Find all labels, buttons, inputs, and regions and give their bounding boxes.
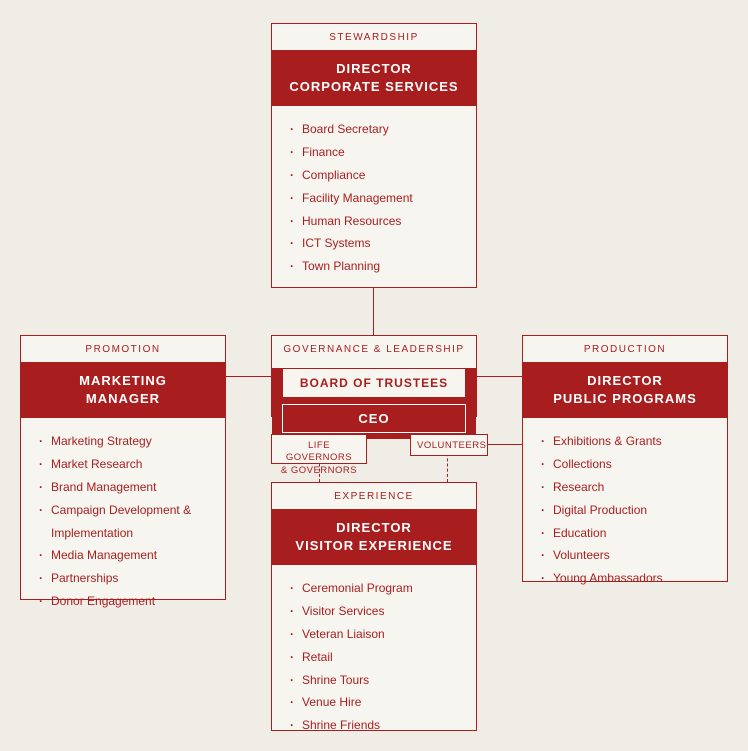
experience-box: EXPERIENCE DIRECTOR VISITOR EXPERIENCE C…	[271, 482, 477, 731]
life-governors-line1: LIFE GOVERNORS	[286, 440, 352, 463]
board-of-trustees: BOARD OF TRUSTEES	[282, 368, 466, 398]
promotion-title-line2: MANAGER	[86, 391, 160, 406]
promotion-box: PROMOTION MARKETING MANAGER Marketing St…	[20, 335, 226, 600]
stewardship-title: DIRECTOR CORPORATE SERVICES	[272, 50, 476, 106]
stewardship-items: Board SecretaryFinanceComplianceFacility…	[272, 106, 476, 292]
stewardship-category: STEWARDSHIP	[272, 24, 476, 50]
list-item: Media Management	[37, 544, 209, 567]
stewardship-box: STEWARDSHIP DIRECTOR CORPORATE SERVICES …	[271, 23, 477, 288]
connector-gov-to-right	[477, 376, 522, 377]
production-title-line2: PUBLIC PROGRAMS	[553, 391, 697, 406]
list-item: Partnerships	[37, 567, 209, 590]
connector-gov-to-left	[226, 376, 271, 377]
list-item: Brand Management	[37, 476, 209, 499]
list-item: Facility Management	[288, 187, 460, 210]
list-item: Young Ambassadors	[539, 567, 711, 590]
list-item: Shrine Friends	[288, 714, 460, 737]
list-item: Exhibitions & Grants	[539, 430, 711, 453]
stewardship-title-line2: CORPORATE SERVICES	[289, 79, 458, 94]
governance-box: GOVERNANCE & LEADERSHIP BOARD OF TRUSTEE…	[271, 335, 477, 417]
promotion-items: Marketing StrategyMarket ResearchBrand M…	[21, 418, 225, 626]
connector-top-to-gov	[373, 288, 374, 335]
life-governors-box: LIFE GOVERNORS & GOVERNORS	[271, 434, 367, 464]
list-item: Board Secretary	[288, 118, 460, 141]
ceo-label: CEO	[282, 404, 466, 433]
production-box: PRODUCTION DIRECTOR PUBLIC PROGRAMS Exhi…	[522, 335, 728, 582]
list-item: Shrine Tours	[288, 669, 460, 692]
list-item: Ceremonial Program	[288, 577, 460, 600]
experience-title: DIRECTOR VISITOR EXPERIENCE	[272, 509, 476, 565]
list-item: Compliance	[288, 164, 460, 187]
list-item: Education	[539, 522, 711, 545]
production-category: PRODUCTION	[523, 336, 727, 362]
connector-volunteers-to-production	[488, 444, 522, 445]
experience-items: Ceremonial ProgramVisitor ServicesVetera…	[272, 565, 476, 751]
volunteers-label: VOLUNTEERS	[417, 440, 486, 451]
list-item: Campaign Development & Implementation	[37, 499, 209, 545]
list-item: Visitor Services	[288, 600, 460, 623]
list-item: Research	[539, 476, 711, 499]
production-title-line1: DIRECTOR	[587, 373, 663, 388]
production-items: Exhibitions & GrantsCollectionsResearchD…	[523, 418, 727, 604]
promotion-title: MARKETING MANAGER	[21, 362, 225, 418]
list-item: Retail	[288, 646, 460, 669]
governance-category: GOVERNANCE & LEADERSHIP	[272, 336, 476, 362]
experience-title-line1: DIRECTOR	[336, 520, 412, 535]
list-item: Human Resources	[288, 210, 460, 233]
promotion-category: PROMOTION	[21, 336, 225, 362]
list-item: Venue Hire	[288, 691, 460, 714]
list-item: Veteran Liaison	[288, 623, 460, 646]
production-title: DIRECTOR PUBLIC PROGRAMS	[523, 362, 727, 418]
volunteers-box: VOLUNTEERS	[410, 434, 488, 456]
life-governors-line2: & GOVERNORS	[281, 465, 357, 476]
promotion-title-line1: MARKETING	[79, 373, 167, 388]
list-item: Volunteers	[539, 544, 711, 567]
list-item: Collections	[539, 453, 711, 476]
experience-title-line2: VISITOR EXPERIENCE	[295, 538, 452, 553]
list-item: ICT Systems	[288, 232, 460, 255]
list-item: Market Research	[37, 453, 209, 476]
list-item: Finance	[288, 141, 460, 164]
list-item: Town Planning	[288, 255, 460, 278]
experience-category: EXPERIENCE	[272, 483, 476, 509]
list-item: Marketing Strategy	[37, 430, 209, 453]
stewardship-title-line1: DIRECTOR	[336, 61, 412, 76]
list-item: Donor Engagement	[37, 590, 209, 613]
list-item: Digital Production	[539, 499, 711, 522]
